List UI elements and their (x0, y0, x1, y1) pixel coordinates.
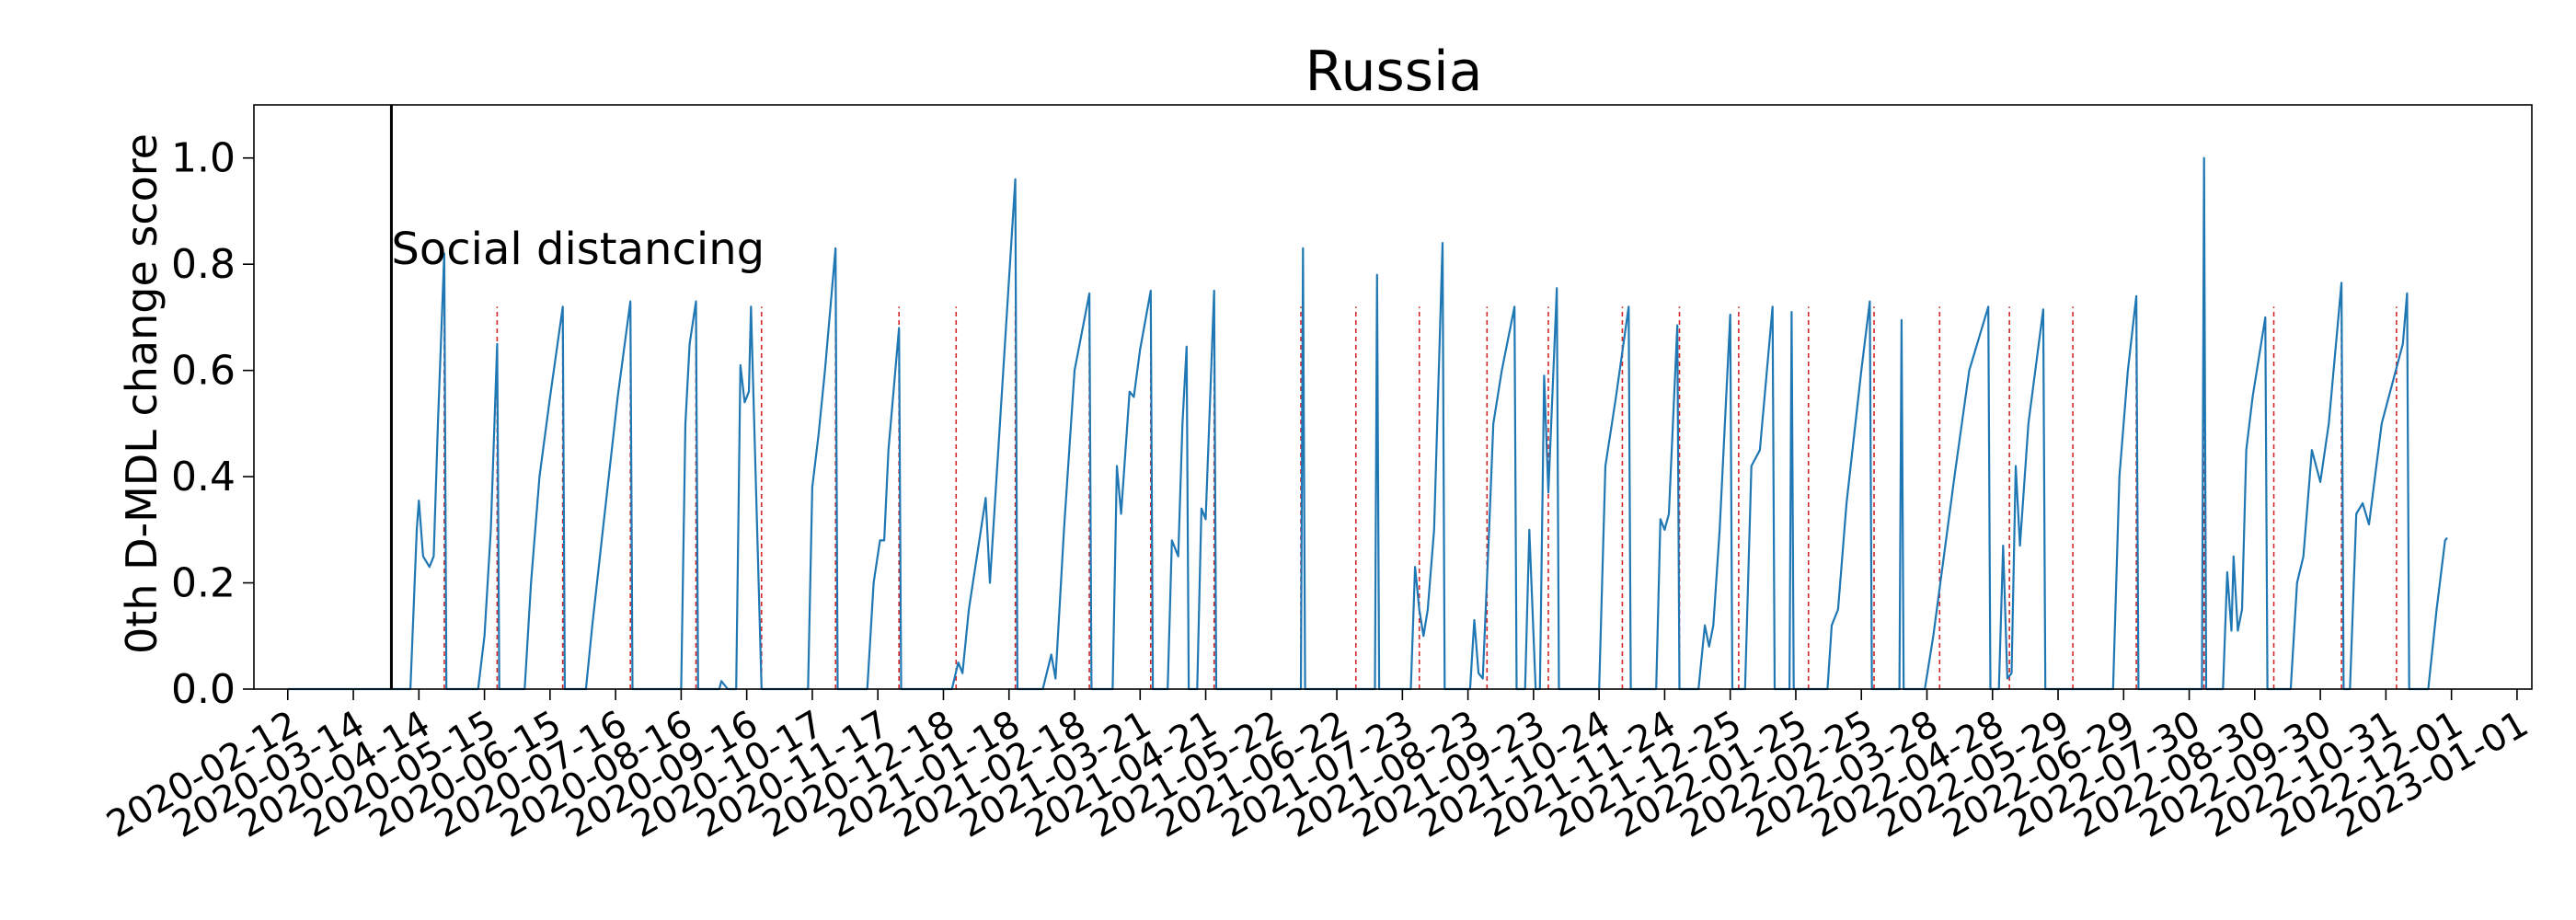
chart-title: Russia (1305, 40, 1483, 104)
y-tick-label: 1.0 (171, 135, 236, 182)
plot-frame (253, 104, 2533, 690)
y-tick-label: 0.2 (171, 560, 236, 607)
y-axis-label: 0th D-MDL change score (117, 133, 167, 654)
x-axis: 2020-02-122020-03-142020-04-142020-05-15… (99, 689, 2536, 846)
y-tick-label: 0.4 (171, 454, 236, 500)
event-label: Social distancing (391, 224, 765, 275)
y-tick-label: 0.8 (171, 241, 236, 288)
event-layer: Social distancing (389, 105, 765, 689)
y-tick-label: 0.6 (171, 348, 236, 395)
y-tick-label: 0.0 (171, 666, 236, 713)
y-axis: 0.0 0.2 0.4 0.6 0.8 1.0 (171, 135, 254, 713)
